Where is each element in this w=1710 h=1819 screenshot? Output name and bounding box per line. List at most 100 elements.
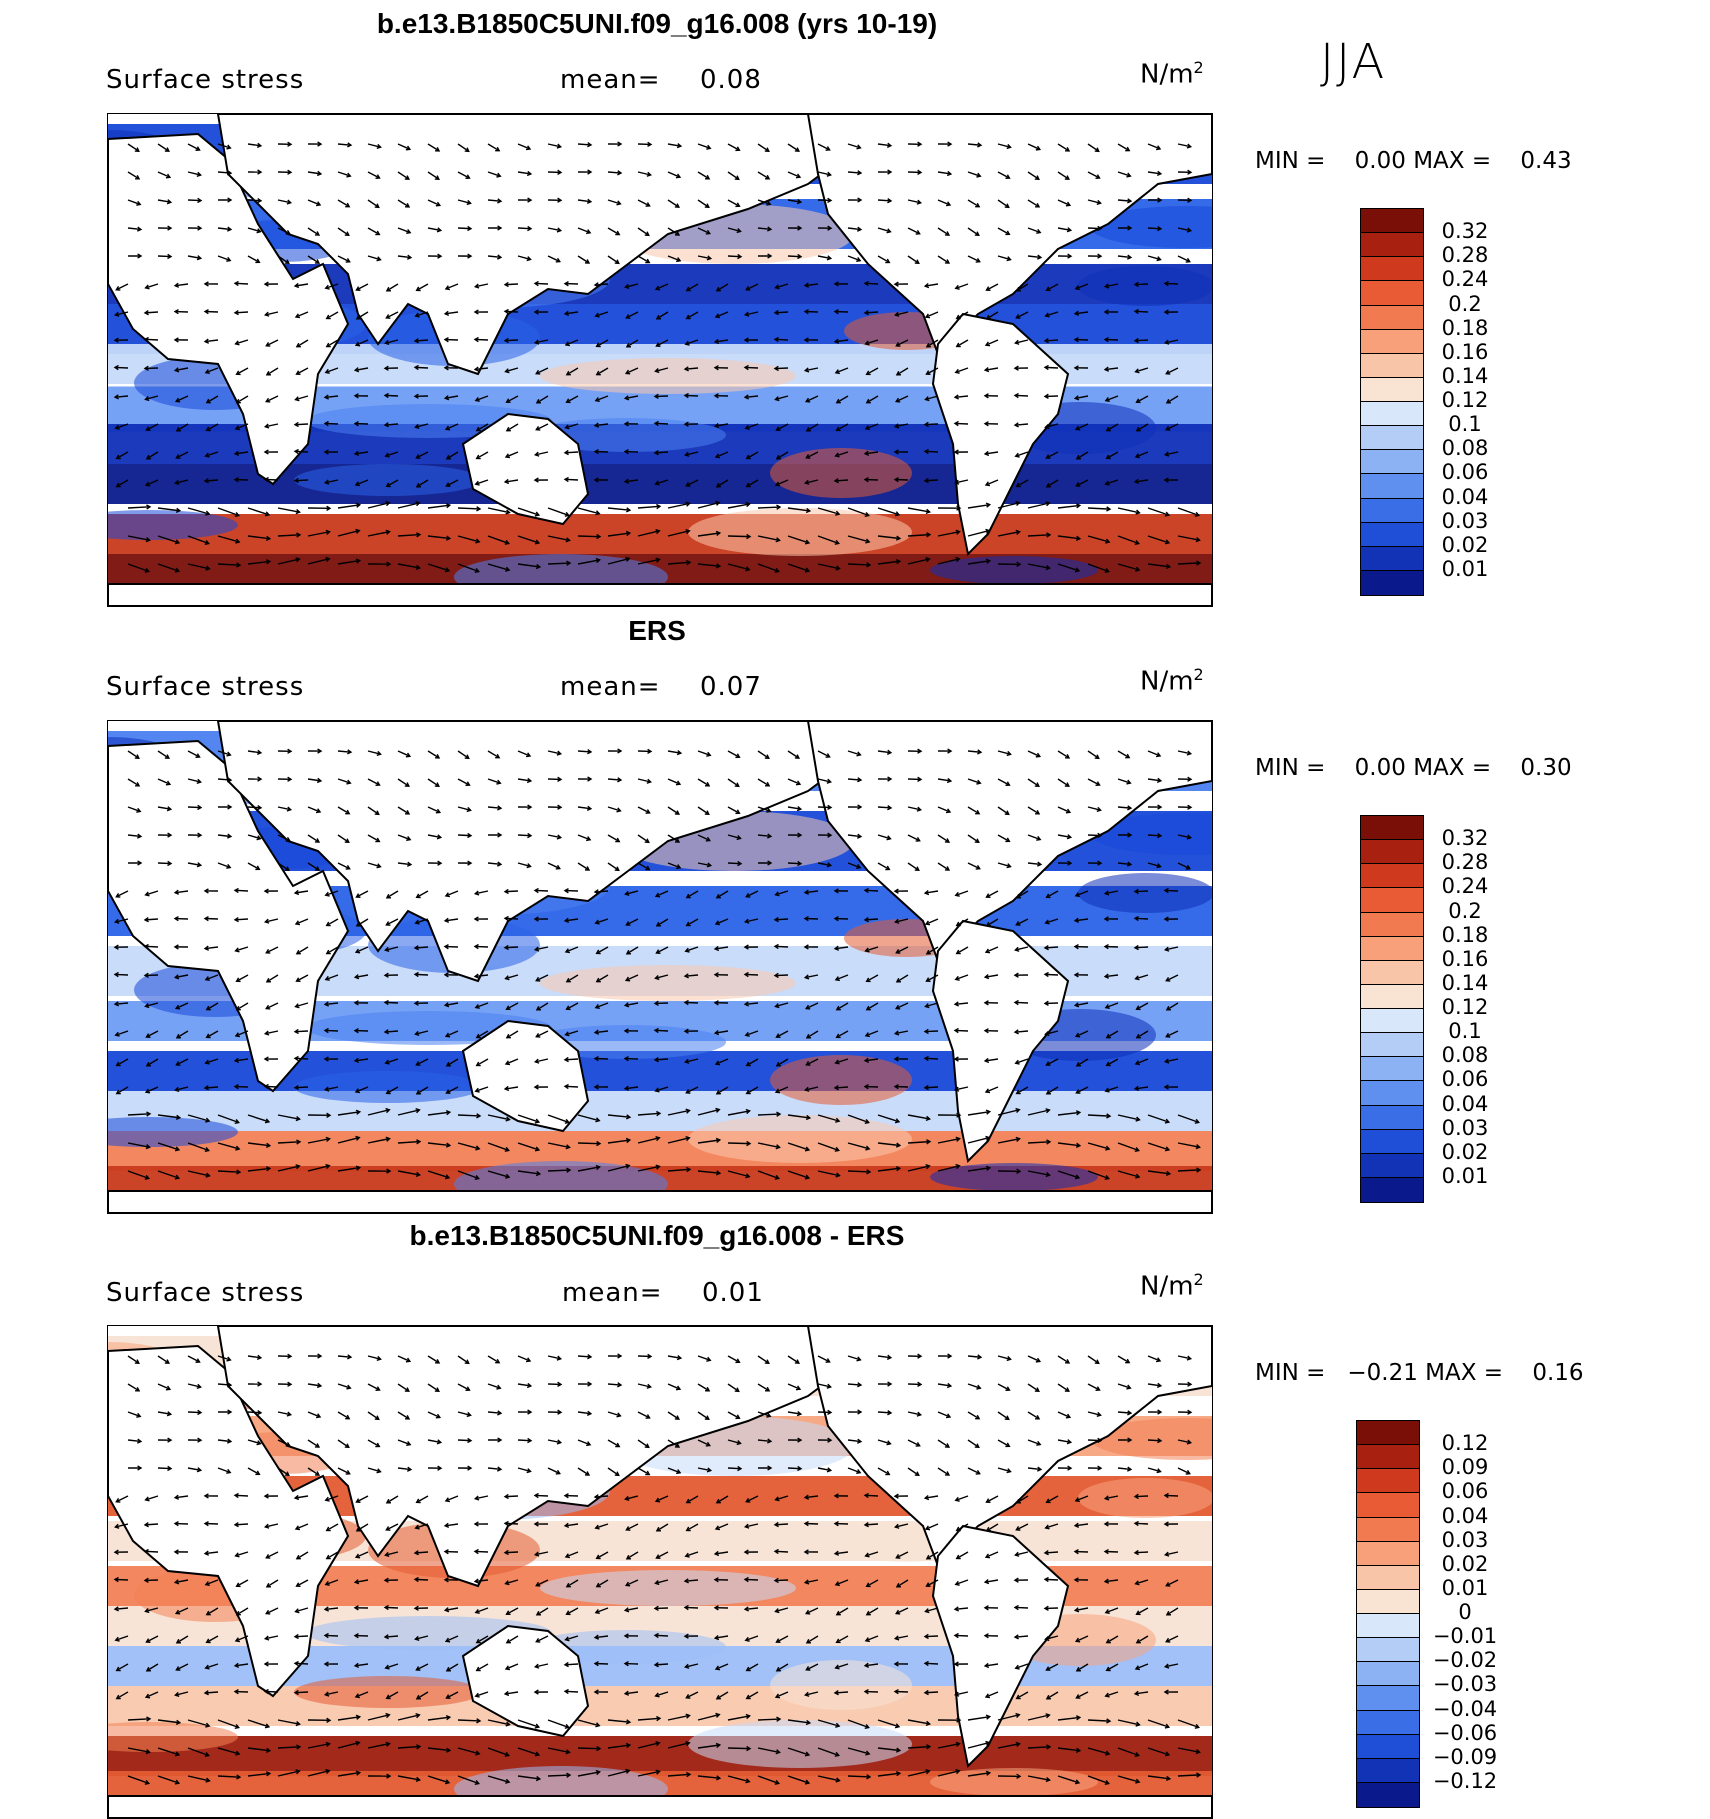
colorbar-swatch — [1357, 1686, 1419, 1710]
stress-blob — [294, 1071, 482, 1103]
colorbar-swatch — [1357, 1638, 1419, 1662]
stress-arrow — [548, 1775, 570, 1776]
colorbar-swatch — [1361, 1033, 1423, 1057]
colorbar-swatch — [1357, 1542, 1419, 1566]
stress-arrow — [1105, 1551, 1118, 1552]
colorbar-swatch — [1361, 426, 1423, 450]
stress-blob — [540, 358, 796, 394]
stress-arrow — [728, 1143, 750, 1144]
panel-1-mean-value: 0.08 — [700, 65, 762, 95]
colorbar-swatch — [1357, 1590, 1419, 1614]
panel-2-title: ERS — [107, 615, 1207, 647]
colorbar-swatch — [1361, 402, 1423, 426]
colorbar-swatch — [1361, 1154, 1423, 1178]
stress-blob — [540, 1570, 796, 1606]
colorbar-label: −0.12 — [1430, 1769, 1500, 1793]
stress-blob — [688, 1720, 912, 1768]
stress-blob — [770, 1055, 912, 1105]
colorbar-label: 0.12 — [1430, 995, 1500, 1019]
colorbar-label: 0.18 — [1430, 316, 1500, 340]
colorbar-label: 0.16 — [1430, 947, 1500, 971]
stress-arrow — [848, 1171, 870, 1172]
colorbar-swatch — [1361, 864, 1423, 888]
colorbar-label: 0.04 — [1430, 485, 1500, 509]
colorbar-label: 0.28 — [1430, 850, 1500, 874]
stress-arrow — [758, 507, 780, 508]
panel-2-units: N/m2 — [1140, 665, 1204, 697]
colorbar-label: −0.03 — [1430, 1672, 1500, 1696]
stress-blob — [1078, 266, 1212, 306]
panel-1-map — [107, 113, 1213, 607]
colorbar-swatch — [1361, 985, 1423, 1009]
colorbar-label: 0.02 — [1430, 1552, 1500, 1576]
colorbar-swatch — [1361, 1081, 1423, 1105]
panel-1-max-value: 0.43 — [1520, 148, 1571, 174]
colorbar-label: 0.03 — [1430, 1116, 1500, 1140]
colorbar-label: 0.01 — [1430, 1576, 1500, 1600]
colorbar-swatch — [1361, 281, 1423, 305]
colorbar-swatch — [1361, 1130, 1423, 1154]
colorbar-label: 0.1 — [1430, 412, 1500, 436]
colorbar-label: 0.2 — [1430, 899, 1500, 923]
colorbar-label: 0.08 — [1430, 1043, 1500, 1067]
stress-arrow — [578, 1748, 600, 1749]
stress-arrow — [578, 536, 600, 537]
colorbar-swatch — [1361, 913, 1423, 937]
colorbar-label: 0.03 — [1430, 509, 1500, 533]
panel-1-variable: Surface stress — [106, 65, 304, 95]
panel-3-min-value: −0.21 — [1347, 1360, 1417, 1386]
stress-arrow — [458, 508, 480, 509]
colorbar-label: 0 — [1430, 1600, 1500, 1624]
colorbar-label: 0.28 — [1430, 243, 1500, 267]
panel-2-map — [107, 720, 1213, 1214]
colorbar-swatch — [1361, 306, 1423, 330]
stress-arrow — [428, 505, 450, 508]
panel-2-max-value: 0.30 — [1520, 755, 1571, 781]
panel-3-mean-label: mean= — [562, 1278, 663, 1308]
panel-2-max-label: MAX = — [1413, 755, 1491, 781]
colorbar-swatch — [1357, 1493, 1419, 1517]
colorbar-swatch — [1357, 1469, 1419, 1493]
colorbar-swatch — [1361, 888, 1423, 912]
colorbar-swatch — [1357, 1711, 1419, 1735]
colorbar-swatch — [1361, 937, 1423, 961]
colorbar-label: −0.06 — [1430, 1721, 1500, 1745]
panel-1-min-value: 0.00 — [1355, 148, 1406, 174]
panel-2-map-svg — [108, 721, 1212, 1213]
colorbar-swatch — [1361, 499, 1423, 523]
stress-arrow — [338, 505, 360, 508]
panel-3-max-value: 0.16 — [1532, 1360, 1583, 1386]
stress-blob — [1078, 1478, 1212, 1518]
stress-arrow — [878, 508, 899, 515]
colorbar-label: 0.04 — [1430, 1092, 1500, 1116]
stress-blob — [540, 965, 796, 1001]
colorbar-label: 0.2 — [1430, 292, 1500, 316]
colorbar-label: 0.01 — [1430, 1164, 1500, 1188]
colorbar-label: 0.06 — [1430, 460, 1500, 484]
colorbar-swatch — [1361, 209, 1423, 233]
colorbar-swatch — [1361, 354, 1423, 378]
colorbar-label: 0.01 — [1430, 557, 1500, 581]
colorbar-swatch — [1361, 1178, 1423, 1202]
coastline — [108, 584, 1212, 606]
panel-1-map-svg — [108, 114, 1212, 606]
panel-3-min-label: MIN = — [1255, 1360, 1325, 1386]
stress-arrow — [895, 1086, 908, 1087]
panel-3-map-svg — [108, 1326, 1212, 1818]
colorbar-label: 0.02 — [1430, 533, 1500, 557]
colorbar-label: −0.02 — [1430, 1648, 1500, 1672]
stress-band — [108, 514, 1212, 554]
panel-3-mean-value: 0.01 — [702, 1278, 764, 1308]
colorbar-swatch — [1361, 547, 1423, 571]
stress-arrow — [728, 536, 750, 537]
colorbar-swatch — [1361, 474, 1423, 498]
colorbar-swatch — [1361, 233, 1423, 257]
panel-1-min-label: MIN = — [1255, 148, 1325, 174]
colorbar-swatch — [1361, 450, 1423, 474]
season-label: JJA — [1320, 34, 1386, 90]
colorbar-swatch — [1357, 1518, 1419, 1542]
panel-2-min-value: 0.00 — [1355, 755, 1406, 781]
colorbar-label: 0.09 — [1430, 1455, 1500, 1479]
stress-arrow — [578, 508, 599, 514]
stress-blob — [688, 1115, 912, 1163]
